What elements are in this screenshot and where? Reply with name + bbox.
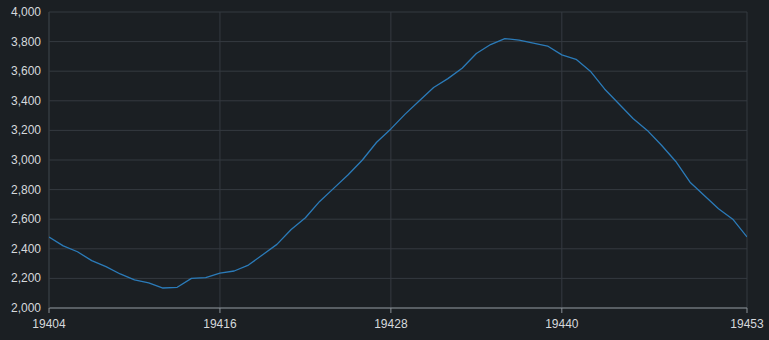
y-grid-line — [49, 308, 747, 309]
x-axis-line — [49, 308, 747, 309]
x-tick-mark — [219, 308, 220, 313]
y-grid-line — [49, 71, 747, 72]
y-grid-line — [49, 278, 747, 279]
y-grid-line — [49, 219, 747, 220]
x-grid-line — [390, 12, 391, 308]
y-grid-line — [49, 41, 747, 42]
y-tick-label: 2,600 — [11, 212, 41, 226]
y-axis-line — [49, 12, 50, 308]
y-tick-label: 3,200 — [11, 123, 41, 137]
y-tick-label: 2,400 — [11, 242, 41, 256]
y-tick-label: 3,600 — [11, 64, 41, 78]
x-tick-mark — [49, 308, 50, 313]
y-tick-label: 3,800 — [11, 35, 41, 49]
y-grid-line — [49, 189, 747, 190]
y-tick-label: 3,000 — [11, 153, 41, 167]
y-tick-label: 3,400 — [11, 94, 41, 108]
background — [0, 0, 769, 340]
y-grid-line — [49, 130, 747, 131]
y-grid-line — [49, 160, 747, 161]
x-tick-mark — [561, 308, 562, 313]
x-tick-label: 19416 — [203, 317, 237, 331]
x-tick-label: 19440 — [545, 317, 579, 331]
x-grid-line — [561, 12, 562, 308]
x-grid-line — [219, 12, 220, 308]
x-tick-mark — [747, 308, 748, 313]
data-line — [49, 39, 747, 288]
y-grid-line — [49, 12, 747, 13]
x-tick-label: 19428 — [374, 317, 408, 331]
y-grid-line — [49, 100, 747, 101]
x-tick-mark — [390, 308, 391, 313]
x-tick-label: 19404 — [32, 317, 66, 331]
chart-svg: 2,000 2,200 2,400 2,600 2,800 3,000 3,200 3,400… — [0, 0, 769, 340]
y-tick-label: 4,000 — [11, 5, 41, 19]
chart-container: 2,000 2,200 2,400 2,600 2,800 3,000 3,200 3,400… — [0, 0, 769, 340]
y-tick-label: 2,000 — [11, 301, 41, 315]
y-grid-line — [49, 248, 747, 249]
x-grid-line — [747, 12, 748, 308]
y-tick-label: 2,800 — [11, 183, 41, 197]
x-tick-label: 19453 — [730, 317, 764, 331]
y-tick-label: 2,200 — [11, 271, 41, 285]
plot-area — [49, 39, 747, 288]
x-grid-line — [49, 12, 50, 308]
